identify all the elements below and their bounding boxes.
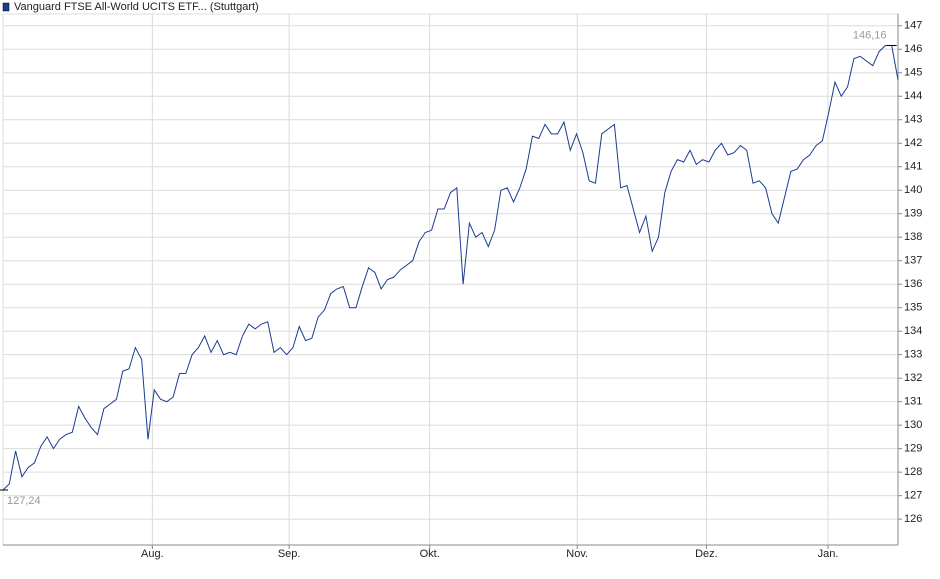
x-tick-label: Nov. [566,548,588,560]
y-tick-label: 137 [904,255,922,267]
y-tick-label: 145 [904,67,922,79]
y-tick-label: 144 [904,90,922,102]
legend-label: Vanguard FTSE All-World UCITS ETF... (St… [14,1,259,13]
y-tick-label: 139 [904,208,922,220]
y-tick-label: 147 [904,20,922,32]
y-tick-label: 146 [904,43,922,55]
y-tick-label: 143 [904,114,922,126]
x-tick-label: Aug. [141,548,164,560]
y-tick-label: 138 [904,231,922,243]
y-tick-label: 128 [904,466,922,478]
y-tick-label: 135 [904,302,922,314]
legend-swatch [2,2,10,12]
y-tick-label: 136 [904,278,922,290]
price-line [2,44,899,491]
x-tick-label: Sep. [278,548,301,560]
annotation-label: 146,16 [853,29,887,41]
y-tick-label: 130 [904,419,922,431]
y-tick-label: 134 [904,325,922,337]
y-tick-label: 133 [904,349,922,361]
x-tick-label: Okt. [420,548,440,560]
x-tick-label: Dez. [695,548,718,560]
plot-area [2,13,899,546]
annotation-label: 127,24 [7,495,41,507]
x-tick-label: Jan. [818,548,839,560]
y-tick-label: 126 [904,513,922,525]
y-tick-label: 129 [904,443,922,455]
y-tick-label: 127 [904,490,922,502]
y-tick-label: 131 [904,396,922,408]
y-tick-label: 140 [904,184,922,196]
y-tick-label: 142 [904,137,922,149]
y-tick-label: 132 [904,372,922,384]
y-tick-label: 141 [904,161,922,173]
